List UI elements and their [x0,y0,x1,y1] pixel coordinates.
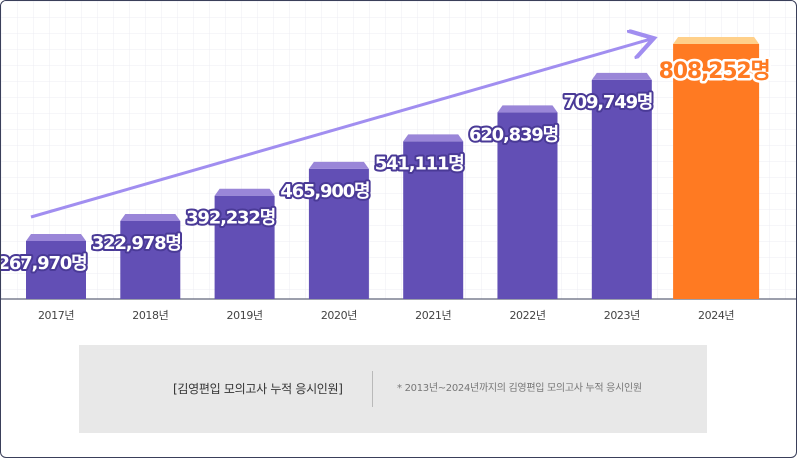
bar-body [403,141,464,299]
bar-body [673,44,760,299]
bar-body [120,220,181,299]
bar-7 [673,37,760,299]
bar-body [497,112,558,299]
bar-body [214,195,275,299]
bar-0 [26,234,86,299]
bar-3 [308,161,369,299]
bar-2 [214,188,275,299]
caption-box: [김영편입 모의고사 누적 응시인원] * 2013년~2024년까지의 김영편… [79,345,707,433]
bar-body [591,79,652,299]
trend-arrow [30,39,651,219]
category-label: 2017년 [38,309,74,322]
category-label: 2020년 [321,309,357,322]
caption-title: [김영편입 모의고사 누적 응시인원] [173,382,343,396]
category-label: 2024년 [698,309,734,322]
value-label: 322,978명 [92,233,181,254]
bar-cap [673,37,760,44]
bar-cap [26,234,86,241]
value-label: 620,839명 [469,124,558,145]
value-label: 709,749명 [563,92,652,113]
bar-body [26,241,86,299]
category-label: 2021년 [415,309,451,322]
caption-note: * 2013년~2024년까지의 김영편입 모의고사 누적 응시인원 [397,383,642,394]
bar-cap [497,105,558,113]
bar-body [308,168,369,299]
bar-cap [591,72,652,80]
category-label: 2023년 [604,309,640,322]
bar-cap [308,161,369,169]
bar-cap [214,188,275,196]
bar-4 [403,134,464,299]
category-label: 2019년 [227,309,263,322]
bar-1 [120,213,181,299]
bar-5 [497,105,558,299]
bar-chart: 2017년 267,970명 2018년 322,978명 2019년 392,232명 2… [1,1,796,322]
category-label: 2022년 [509,309,545,322]
category-label: 2018년 [132,309,168,322]
value-label: 267,970명 [1,253,86,274]
value-label: 392,232명 [186,208,275,229]
value-label: 541,111명 [375,153,464,174]
value-label-highlight: 808,252명 [659,59,770,84]
bar-6 [591,72,652,299]
caption-divider [372,371,373,407]
bar-cap [120,213,181,221]
value-label: 465,900명 [280,181,369,202]
bar-cap [403,134,464,142]
